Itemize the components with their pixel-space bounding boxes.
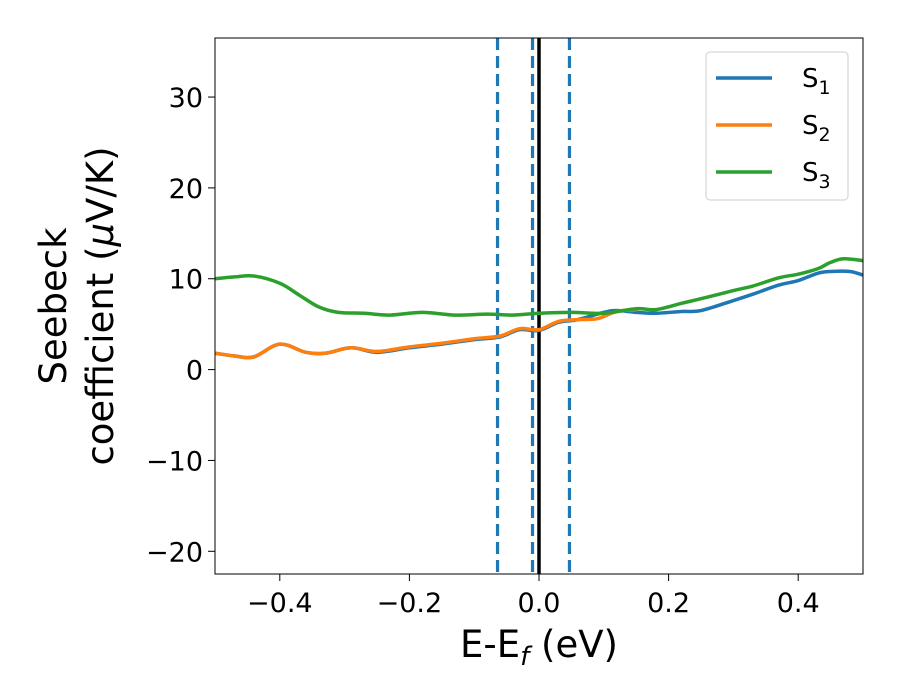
y-axis-title-line2: coefficient (μV/K) xyxy=(79,146,122,465)
x-axis-title: E-Ef (eV) xyxy=(460,623,618,672)
series-line-s3 xyxy=(215,256,863,317)
x-tick-label: −0.4 xyxy=(247,588,313,619)
series-layer xyxy=(215,256,863,360)
x-axis: −0.4 −0.2 0.0 0.2 0.4 xyxy=(247,574,820,619)
x-tick-label: 0.0 xyxy=(518,588,561,619)
y-tick-label: −20 xyxy=(146,537,203,568)
y-axis-title-line1: Seebeck xyxy=(32,227,75,385)
y-tick-label: −10 xyxy=(146,446,203,477)
x-tick-label: 0.4 xyxy=(777,588,820,619)
reference-lines xyxy=(495,38,572,574)
x-tick-label: 0.2 xyxy=(647,588,690,619)
legend-label-s2: S2 xyxy=(802,111,831,146)
series-line-s2 xyxy=(215,307,638,360)
y-axis-title-line2-tail: V/K) xyxy=(79,146,122,222)
y-tick-label: 0 xyxy=(186,356,203,387)
y-axis: −20 −10 0 10 20 30 xyxy=(146,83,215,568)
legend-label-s1: S1 xyxy=(802,64,831,99)
legend: S1 S2 S3 xyxy=(705,51,849,201)
legend-label-s3: S3 xyxy=(802,158,831,193)
legend-box xyxy=(705,51,849,201)
x-axis-title-main: E-E xyxy=(460,623,520,666)
x-axis-title-tail: (eV) xyxy=(529,623,618,666)
y-axis-title-line2-text: coefficient ( xyxy=(79,246,122,465)
y-axis-title: Seebeck coefficient (μV/K) xyxy=(32,146,122,465)
y-axis-title-mu: μ xyxy=(79,223,122,248)
x-tick-label: −0.2 xyxy=(377,588,443,619)
y-tick-label: 20 xyxy=(169,174,203,205)
y-tick-label: 30 xyxy=(169,83,203,114)
y-tick-label: 10 xyxy=(169,265,203,296)
